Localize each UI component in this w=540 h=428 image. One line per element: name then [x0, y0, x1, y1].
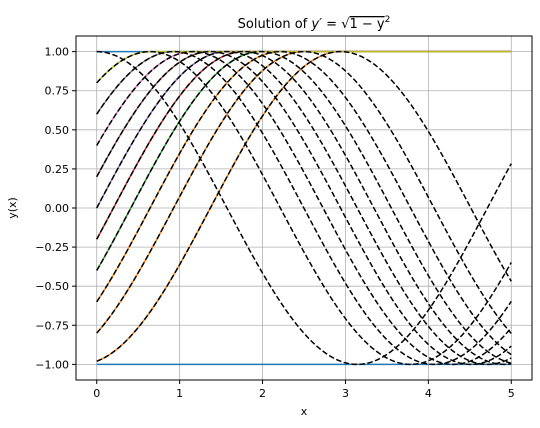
- analytic-solution-line: [96, 50, 512, 362]
- analytic-solution-line: [96, 50, 512, 364]
- analytic-solution-line: [96, 50, 512, 366]
- chart-title: Solution of y′ = √1 − y2: [238, 15, 391, 32]
- y-tick-label: −0.25: [35, 241, 69, 254]
- analytic-solution-line: [96, 50, 512, 366]
- series-layer: [96, 50, 512, 366]
- analytic-solution-line: [96, 50, 512, 334]
- analytic-solution-line: [96, 50, 512, 366]
- chart-title-sqrt-sign: √: [341, 17, 350, 32]
- y-tick-label: 1.00: [45, 46, 70, 59]
- x-tick-label: 2: [259, 387, 266, 400]
- y-tick-label: 0.00: [45, 202, 70, 215]
- chart-title-lhs: y′ =: [310, 17, 341, 32]
- x-tick-label: 5: [508, 387, 515, 400]
- chart-title-prefix: Solution of: [238, 17, 312, 32]
- analytic-solution-line: [96, 50, 512, 366]
- numeric-solution-line: [96, 50, 512, 115]
- x-axis-ticks: 0 1 2 3 4 5: [93, 380, 515, 400]
- numeric-solution-line: [96, 50, 512, 84]
- y-tick-label: 0.75: [45, 85, 70, 98]
- analytic-solution-line: [96, 50, 512, 366]
- chart-title-exponent: 2: [385, 15, 391, 25]
- y-tick-label: −0.50: [35, 280, 69, 293]
- x-axis-label: x: [301, 405, 308, 418]
- x-tick-label: 3: [342, 387, 349, 400]
- numeric-solution-line: [96, 50, 512, 362]
- chart-title-radicand: 1 − y: [350, 17, 385, 32]
- y-tick-label: 0.25: [45, 163, 70, 176]
- y-axis-ticks: −1.00 −0.75 −0.50 −0.25 0.00 0.25 0.50 0.75 1.00: [35, 46, 76, 371]
- analytic-solution-line: [96, 50, 512, 366]
- x-tick-label: 1: [176, 387, 183, 400]
- y-tick-label: 0.50: [45, 124, 70, 137]
- y-tick-label: −0.75: [35, 319, 69, 332]
- y-tick-label: −1.00: [35, 358, 69, 371]
- analytic-solution-line: [96, 50, 512, 356]
- y-axis-label: y(x): [6, 197, 19, 219]
- x-tick-label: 4: [425, 387, 432, 400]
- numeric-solution-line: [96, 50, 512, 303]
- x-tick-label: 0: [93, 387, 100, 400]
